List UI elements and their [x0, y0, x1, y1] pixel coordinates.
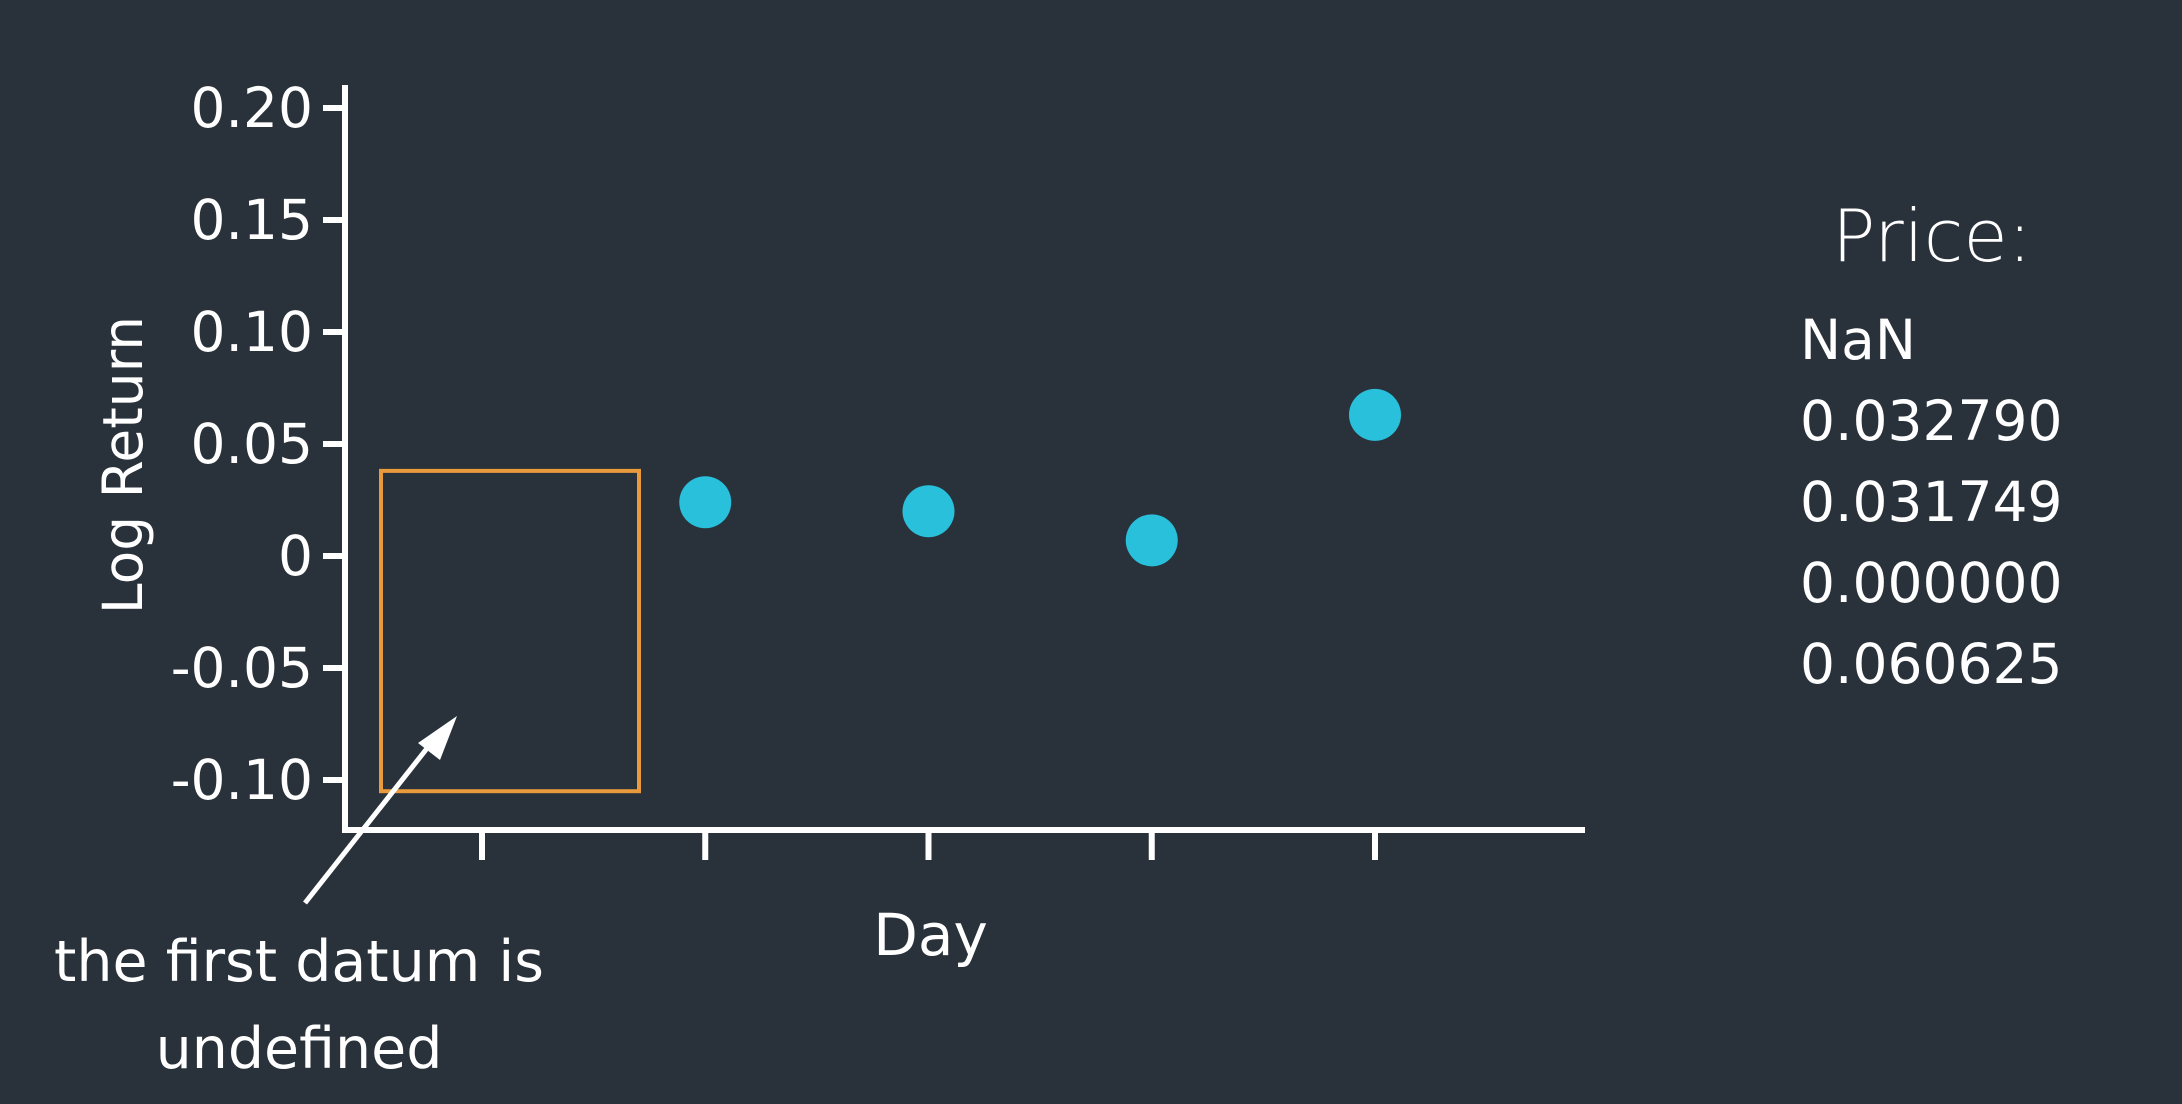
annotation-layer: the first datum is undefined	[54, 716, 544, 1082]
annotation-text-line: the first datum is	[54, 929, 544, 995]
price-list: NaN 0.032790 0.031749 0.000000 0.060625	[1800, 300, 2062, 705]
y-axis-label: Log Return	[91, 316, 155, 614]
price-title: Price:	[1832, 194, 2032, 278]
price-value: 0.032790	[1800, 389, 2063, 453]
annotation-arrow-line	[303, 740, 434, 905]
price-value: 0.000000	[1800, 551, 2063, 615]
price-value: NaN	[1800, 308, 1916, 372]
x-axis-label: Day	[873, 901, 988, 969]
undefined-datum-highlight	[379, 468, 641, 794]
price-value: 0.060625	[1800, 632, 2063, 696]
y-axis: 0.20 0.15 0.10 0.05 0 -0.05 -0.10	[171, 76, 348, 833]
y-tick-label: 0.05	[191, 412, 313, 476]
y-tick-label: 0	[278, 524, 313, 588]
data-point	[1125, 514, 1178, 567]
y-tick-label: 0.20	[191, 76, 313, 140]
y-tick-label: -0.10	[171, 748, 313, 812]
data-point	[679, 476, 732, 529]
data-point	[1349, 388, 1401, 441]
data-point	[902, 485, 955, 538]
annotation-text-line: undefined	[156, 1016, 443, 1082]
price-panel: Price: NaN 0.032790 0.031749 0.000000 0.…	[1800, 200, 2062, 705]
highlight-layer	[379, 468, 641, 794]
y-tick-label: 0.15	[191, 188, 313, 252]
x-axis	[342, 827, 1585, 860]
price-value: 0.031749	[1800, 470, 2063, 534]
y-tick-label: 0.10	[191, 300, 313, 364]
y-tick-label: -0.05	[171, 636, 313, 700]
annotation-arrowhead	[418, 716, 457, 760]
data-points	[679, 388, 1401, 567]
